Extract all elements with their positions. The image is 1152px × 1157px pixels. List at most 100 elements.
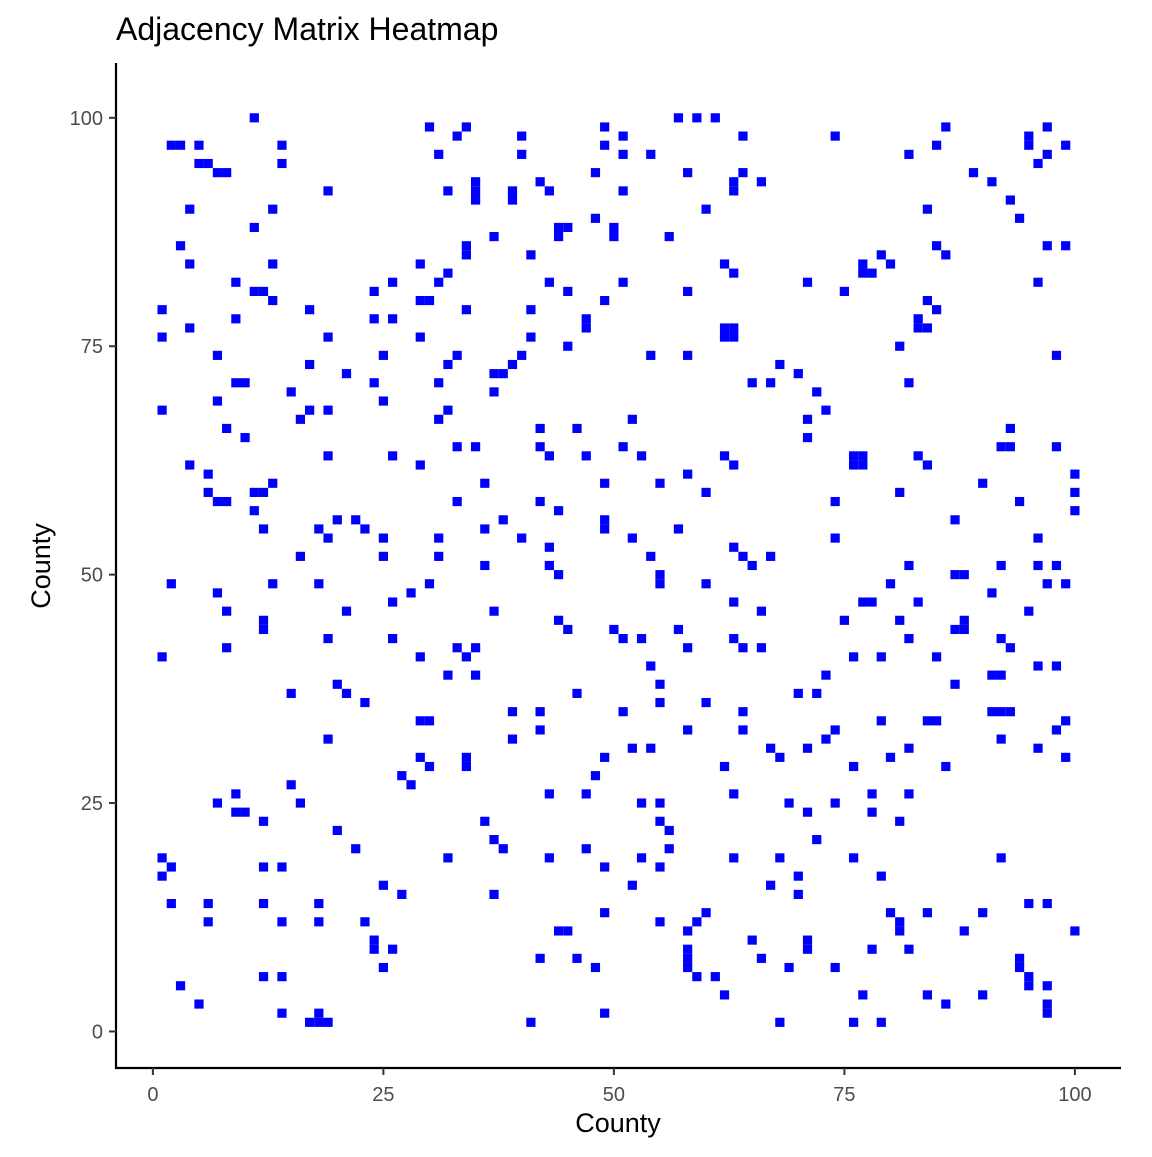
heatmap-cell xyxy=(1024,131,1034,141)
heatmap-cell xyxy=(590,168,601,178)
heatmap-cell xyxy=(636,634,647,644)
heatmap-cell xyxy=(452,496,462,507)
heatmap-cell xyxy=(424,122,435,132)
heatmap-cell xyxy=(249,487,259,497)
heatmap-cell xyxy=(415,752,425,762)
heatmap-cell xyxy=(683,944,693,954)
heatmap-cell xyxy=(535,496,545,507)
heatmap-cell xyxy=(581,451,591,461)
heatmap-cell xyxy=(535,953,545,963)
heatmap-cell xyxy=(618,149,628,159)
heatmap-cell xyxy=(683,725,693,735)
x-tick-label: 25 xyxy=(372,1084,394,1106)
heatmap-cell xyxy=(332,515,342,525)
heatmap-cell xyxy=(360,697,370,708)
heatmap-cell xyxy=(885,908,896,918)
heatmap-cell xyxy=(544,560,554,571)
heatmap-cell xyxy=(268,295,278,306)
heatmap-cell xyxy=(1042,1008,1052,1018)
heatmap-cell xyxy=(470,442,481,452)
heatmap-cell xyxy=(351,844,361,854)
heatmap-cell xyxy=(277,862,287,872)
heatmap-cell xyxy=(766,551,776,561)
heatmap-cell xyxy=(729,789,739,799)
heatmap-cell xyxy=(913,323,923,333)
heatmap-cell xyxy=(397,771,407,781)
heatmap-cell xyxy=(157,652,167,662)
heatmap-cell xyxy=(480,524,490,534)
heatmap-cell xyxy=(332,825,342,836)
heatmap-cell xyxy=(388,277,398,287)
heatmap-cell xyxy=(443,405,453,415)
heatmap-cell xyxy=(959,615,969,625)
heatmap-cell xyxy=(849,1017,859,1027)
heatmap-cell xyxy=(332,679,342,689)
heatmap-cell xyxy=(360,917,370,927)
heatmap-cell xyxy=(231,314,241,324)
heatmap-cell xyxy=(1024,981,1034,991)
heatmap-cell xyxy=(802,277,813,287)
heatmap-cell xyxy=(517,533,527,543)
heatmap-cell xyxy=(830,798,840,808)
heatmap-cell xyxy=(978,990,988,1000)
heatmap-cell xyxy=(636,853,647,863)
heatmap-cell xyxy=(876,1017,886,1027)
heatmap-cell xyxy=(415,259,425,269)
heatmap-cell xyxy=(784,962,794,973)
heatmap-cell xyxy=(378,396,388,406)
heatmap-cell xyxy=(895,615,905,625)
heatmap-cell xyxy=(258,524,269,534)
heatmap-cell xyxy=(738,725,748,735)
heatmap-cell xyxy=(839,615,849,625)
heatmap-cell xyxy=(646,551,656,561)
x-axis-title: County xyxy=(575,1108,661,1138)
heatmap-cell xyxy=(793,871,803,881)
heatmap-cell xyxy=(526,250,536,260)
heatmap-cell xyxy=(600,478,610,488)
heatmap-cell xyxy=(636,798,647,808)
heatmap-cell xyxy=(600,908,610,918)
heatmap-cell xyxy=(673,624,684,635)
heatmap-cell xyxy=(609,232,619,242)
heatmap-cell xyxy=(507,734,518,744)
heatmap-cell xyxy=(978,478,988,488)
heatmap-cell xyxy=(600,524,610,534)
heatmap-cell xyxy=(793,889,803,899)
heatmap-cell xyxy=(600,122,610,132)
y-axis-title: County xyxy=(26,523,56,609)
heatmap-cell xyxy=(802,743,813,753)
heatmap-cell xyxy=(646,743,656,753)
heatmap-cell xyxy=(544,186,554,196)
heatmap-cell xyxy=(268,579,278,589)
heatmap-cell xyxy=(507,195,518,205)
heatmap-cell xyxy=(655,478,665,488)
heatmap-cell xyxy=(222,606,232,616)
heatmap-cell xyxy=(157,305,167,315)
heatmap-cell xyxy=(618,131,628,141)
heatmap-cell xyxy=(636,451,647,461)
heatmap-cell xyxy=(544,789,554,799)
heatmap-cell xyxy=(498,844,508,854)
heatmap-cell xyxy=(277,140,287,150)
heatmap-cell xyxy=(544,277,554,287)
heatmap-cell xyxy=(581,323,591,333)
heatmap-cell xyxy=(802,944,813,954)
heatmap-cell xyxy=(553,506,564,516)
heatmap-cell xyxy=(1061,752,1071,762)
heatmap-cell xyxy=(1070,469,1080,479)
heatmap-cell xyxy=(987,670,997,680)
heatmap-cell xyxy=(581,789,591,799)
heatmap-cell xyxy=(996,634,1006,644)
heatmap-cell xyxy=(904,743,914,753)
heatmap-cell xyxy=(1051,661,1062,671)
heatmap-cell xyxy=(692,113,702,123)
heatmap-cell xyxy=(600,295,610,306)
heatmap-cell xyxy=(784,798,794,808)
heatmap-cell xyxy=(830,962,840,973)
heatmap-cell xyxy=(1042,898,1052,909)
heatmap-cell xyxy=(341,369,352,379)
heatmap-cell xyxy=(738,131,748,141)
heatmap-cell xyxy=(489,387,499,397)
heatmap-cell xyxy=(618,277,628,287)
heatmap-cell xyxy=(941,999,951,1009)
